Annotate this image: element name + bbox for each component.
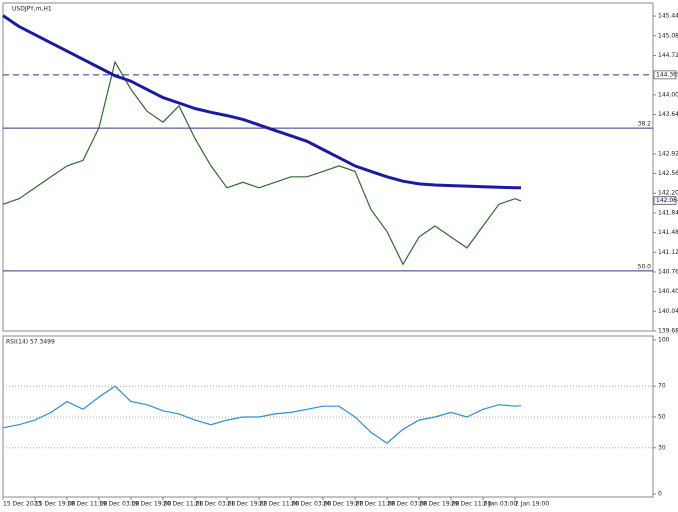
y-tick-label: 145.080: [658, 32, 678, 39]
y-tick-label: 142.200: [658, 190, 678, 197]
y-tick-label: 139.680: [658, 328, 678, 335]
x-tick-label: 2 Jan 03:00: [483, 501, 517, 508]
x-tick-label: 20 Dec 11:00: [163, 501, 204, 508]
y-tick-label: 142.920: [658, 150, 678, 157]
y-tick-label: 140.400: [658, 288, 678, 295]
y-tick-label: 144.720: [658, 52, 678, 59]
rsi-title: RSI(14) 57.3499: [6, 339, 55, 346]
price-tag-label: 144.365: [656, 71, 678, 78]
x-tick-label: 2 Jan 19:00: [515, 501, 549, 508]
x-tick-label: 22 Dec 11:00: [259, 501, 300, 508]
x-tick-label: 15 Dec 2023: [3, 501, 42, 508]
price-tag: [653, 70, 677, 80]
y-tick-label: 141.840: [658, 209, 678, 216]
price-tag-label: 142.064: [656, 197, 678, 204]
x-tick-label: 19 Dec 19:00: [131, 501, 172, 508]
y-tick-label: 144.000: [658, 91, 678, 98]
x-tick-label: 29 Dec 11:00: [451, 501, 492, 508]
x-tick-label: 28 Dec 19:00: [419, 501, 460, 508]
y-tick-label: 143.640: [658, 111, 678, 118]
x-tick-label: 15 Dec 19:00: [35, 501, 76, 508]
level-label: 50.0: [638, 263, 652, 270]
y-tick-label: 70: [658, 383, 666, 390]
series-line: [2, 60, 522, 266]
price-panel: [2, 2, 654, 332]
price-tag: [653, 196, 677, 205]
y-tick-label: 100: [658, 337, 670, 344]
y-tick-label: 30: [658, 444, 666, 451]
level-label: 38.2: [638, 121, 652, 128]
x-tick-label: 21 Dec 19:00: [227, 501, 268, 508]
chart-title: USDJPY,m,H1: [12, 6, 52, 13]
y-tick-label: 141.480: [658, 229, 678, 236]
x-tick-label: 18 Dec 11:00: [67, 501, 108, 508]
x-tick-label: 21 Dec 03:00: [195, 501, 236, 508]
y-tick-label: 140.040: [658, 308, 678, 315]
x-tick-label: 28 Dec 03:00: [387, 501, 428, 508]
y-tick-label: 141.120: [658, 249, 678, 256]
x-tick-label: 26 Dec 03:00: [291, 501, 332, 508]
y-tick-label: 142.560: [658, 170, 678, 177]
x-tick-label: 26 Dec 19:00: [323, 501, 364, 508]
series-line: [2, 385, 522, 444]
x-tick-label: 27 Dec 11:00: [355, 501, 396, 508]
series-line: [2, 14, 521, 190]
y-tick-label: 140.760: [658, 268, 678, 275]
y-tick-label: 0: [658, 491, 662, 498]
y-tick-label: 50: [658, 414, 666, 421]
y-tick-label: 145.440: [658, 13, 678, 20]
x-tick-label: 19 Dec 03:00: [99, 501, 140, 508]
